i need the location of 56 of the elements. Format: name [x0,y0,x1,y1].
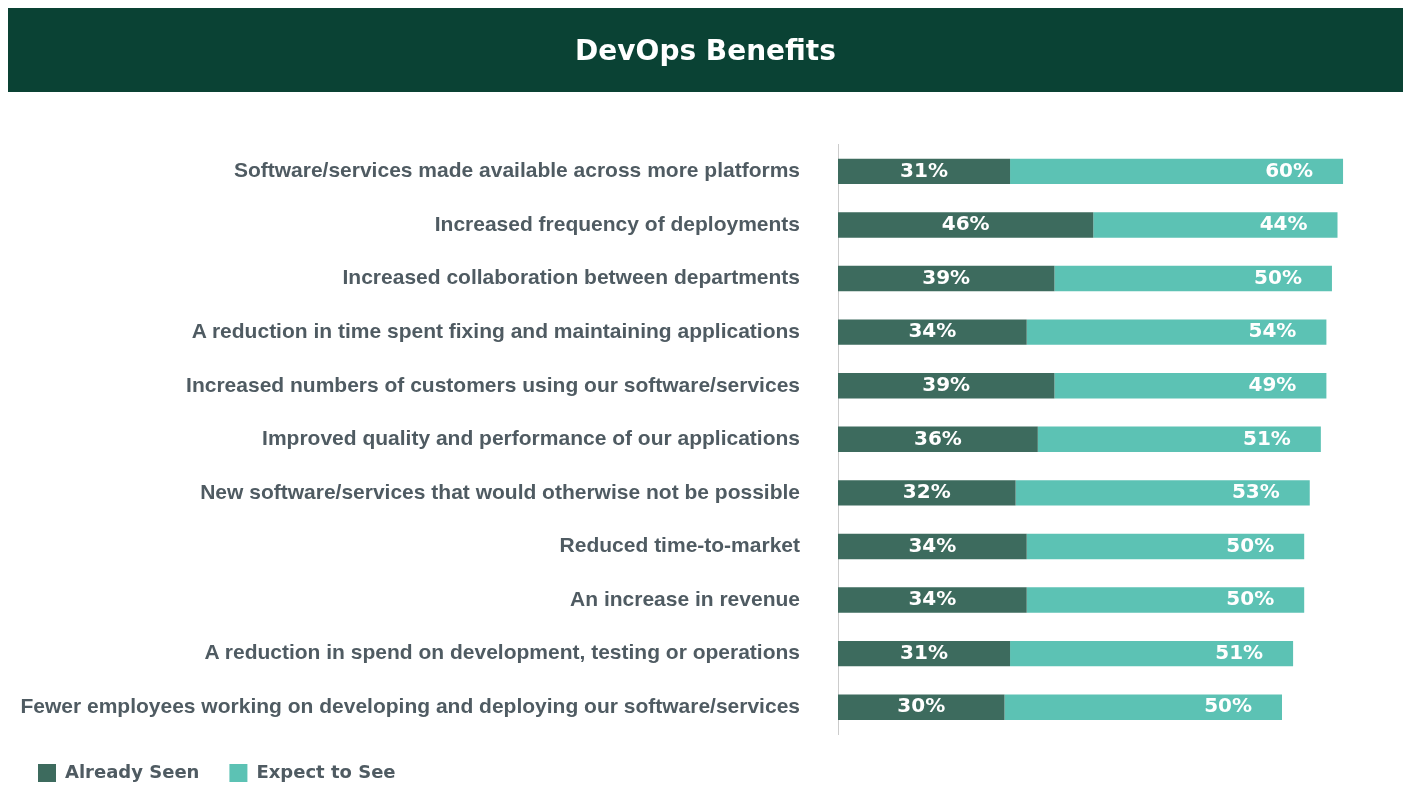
y-tick-label: New software/services that would otherwise not be possible [200,479,800,503]
data-label: 34% [908,318,957,343]
y-tick-label: Increased collaboration between departments [342,265,800,289]
data-label: 31% [900,639,948,664]
data-label: 53% [1231,479,1280,504]
bar [1026,587,1305,613]
bar [838,265,1055,292]
bar [838,587,1027,613]
chart-title: DevOps Benefits [8,8,1403,92]
data-label: 49% [1248,371,1297,396]
bar [1037,426,1321,453]
bar [1010,158,1344,185]
y-tick-label: A reduction in spend on development, testing or operations [204,640,800,664]
y-tick-label: Improved quality and performance of our applications [262,426,800,450]
data-label: 50% [1226,586,1275,611]
data-label: 50% [1254,264,1302,289]
bar [838,533,1027,560]
data-label: 31% [900,157,948,182]
y-tick-label: An increase in revenue [570,586,800,610]
bar [838,480,1016,506]
bar [1026,319,1327,345]
data-label: 51% [1215,639,1264,664]
data-label: 60% [1265,157,1314,182]
y-tick-label: Increased numbers of customers using our software/services [186,372,800,396]
legend-label: Expect to See [256,760,396,782]
y-tick-label: A reduction in time spent fixing and maintaining applications [191,318,800,342]
data-label: 34% [908,532,957,557]
data-label: 54% [1248,318,1297,343]
data-label: 44% [1259,211,1308,236]
bar [1010,640,1294,667]
bar [1054,372,1327,399]
bar [838,426,1038,453]
y-tick-label: Software/services made available across more platforms [233,158,800,182]
bar [838,372,1055,399]
bar [838,319,1027,345]
data-label: 46% [941,211,990,236]
bar [1004,694,1282,720]
bar [1093,212,1338,238]
y-tick-label: Reduced time-to-market [559,533,800,557]
data-label: 50% [1204,693,1252,718]
bar [1026,533,1305,560]
bar [1015,480,1310,506]
data-label: 32% [902,479,951,504]
data-label: 36% [913,425,962,450]
y-tick-label: Fewer employees working on developing and deploying our software/services [20,694,800,718]
data-label: 50% [1226,532,1275,557]
data-label: 39% [922,264,971,289]
data-label: 30% [897,693,946,718]
data-label: 39% [922,371,971,396]
data-label: 51% [1242,425,1291,450]
data-label: 34% [908,586,957,611]
legend-label: Already Seen [65,760,200,782]
bar [838,212,1094,238]
bar [838,694,1005,720]
bar [1054,265,1332,292]
y-tick-label: Increased frequency of deployments [434,211,800,235]
